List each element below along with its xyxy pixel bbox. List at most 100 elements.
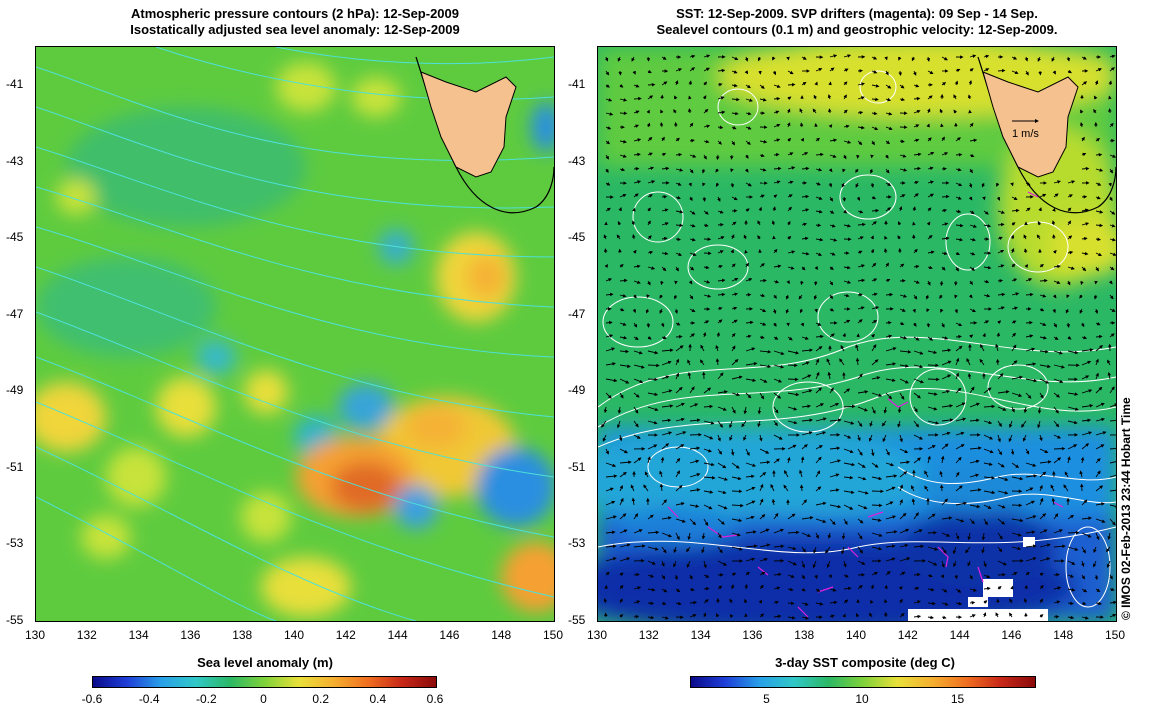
velocity-vector [759, 378, 768, 383]
velocity-vector [871, 84, 880, 88]
velocity-vector [997, 320, 1002, 325]
velocity-vector [703, 320, 710, 324]
sst-map: 1 m/s [597, 46, 1117, 622]
velocity-vector [843, 140, 852, 144]
velocity-vector [801, 166, 810, 171]
velocity-vector [997, 222, 1005, 227]
velocity-vector [927, 207, 932, 212]
velocity-vector [997, 420, 1002, 427]
velocity-vector [899, 194, 906, 198]
velocity-vector [997, 278, 1004, 283]
velocity-vector [955, 167, 962, 172]
velocity-vector [913, 152, 922, 157]
velocity-vector [660, 280, 664, 286]
velocity-vector [941, 374, 952, 380]
velocity-vector [729, 434, 733, 441]
velocity-vector [731, 111, 739, 116]
sla-colorbar-tick: 0.6 [426, 692, 444, 706]
velocity-vector [885, 292, 894, 297]
velocity-vector [857, 125, 865, 130]
velocity-vector [828, 108, 832, 114]
velocity-vector [785, 294, 790, 300]
velocity-vector [899, 392, 905, 400]
velocity-vector [885, 278, 891, 283]
velocity-vector [773, 194, 778, 199]
velocity-vector [995, 358, 1000, 366]
right-lon-tick: 136 [742, 628, 763, 642]
velocity-vector [1093, 108, 1097, 114]
velocity-vector [633, 364, 645, 369]
velocity-vector [1053, 180, 1061, 184]
velocity-vector [885, 347, 897, 352]
velocity-vector [1081, 389, 1093, 394]
velocity-vector [857, 264, 865, 268]
velocity-vector [870, 182, 875, 188]
velocity-vector [1081, 56, 1087, 60]
velocity-vector [647, 420, 658, 425]
velocity-vector [647, 235, 652, 240]
velocity-vector [716, 332, 721, 338]
velocity-vector [688, 182, 692, 187]
velocity-vector [996, 196, 1001, 201]
velocity-vector [1025, 292, 1034, 297]
velocity-vector [997, 249, 1005, 254]
velocity-vector [675, 358, 680, 366]
velocity-vector [660, 109, 664, 114]
velocity-vector [673, 109, 677, 114]
velocity-vector [787, 166, 796, 170]
velocity-vector [1095, 68, 1102, 72]
velocity-vector [605, 362, 616, 366]
velocity-vector [843, 420, 855, 425]
velocity-vector [1081, 360, 1092, 366]
velocity-vector [647, 444, 658, 450]
velocity-vector [633, 264, 641, 269]
velocity-vector [899, 321, 905, 326]
velocity-vector [675, 322, 681, 326]
velocity-vector [941, 336, 949, 340]
velocity-vector [787, 406, 798, 411]
velocity-vector [745, 98, 753, 102]
velocity-vector [912, 221, 916, 226]
velocity-scale-label: 1 m/s [1012, 128, 1039, 140]
velocity-vector [1107, 359, 1111, 366]
left-lon-tick: 144 [387, 628, 408, 642]
velocity-vector [1011, 306, 1019, 310]
velocity-vector [857, 319, 863, 324]
velocity-vector [856, 333, 860, 338]
velocity-vector [604, 584, 608, 590]
velocity-vector [969, 168, 973, 174]
velocity-vector [955, 68, 961, 73]
velocity-vector [829, 307, 835, 312]
velocity-vector [605, 98, 613, 102]
velocity-vector [955, 152, 963, 157]
velocity-vector [1039, 392, 1044, 399]
velocity-vector [941, 404, 954, 408]
velocity-vector [857, 96, 865, 100]
left-lon-tick: 140 [284, 628, 305, 642]
velocity-vector [605, 154, 609, 160]
velocity-vector [687, 372, 692, 380]
velocity-vector [855, 344, 859, 352]
velocity-vector [703, 434, 714, 440]
velocity-vector [913, 420, 920, 428]
velocity-vector [899, 308, 906, 312]
velocity-vector [925, 294, 930, 300]
velocity-vector [800, 137, 805, 142]
velocity-vector [689, 54, 696, 59]
velocity-vector [787, 336, 793, 341]
velocity-vector [939, 484, 944, 492]
velocity-vector [786, 280, 790, 285]
velocity-vector [717, 140, 722, 145]
velocity-vector [829, 266, 834, 270]
velocity-vector [1025, 334, 1034, 338]
velocity-vector [1039, 434, 1043, 442]
velocity-vector [759, 448, 770, 454]
right-lon-tick: 148 [1053, 628, 1074, 642]
velocity-vector [941, 82, 947, 86]
velocity-vector [871, 208, 880, 213]
velocity-vector [968, 80, 973, 86]
velocity-vector [1025, 392, 1032, 399]
velocity-vector [898, 56, 902, 61]
velocity-vector [744, 168, 749, 173]
velocity-vector [913, 166, 921, 171]
